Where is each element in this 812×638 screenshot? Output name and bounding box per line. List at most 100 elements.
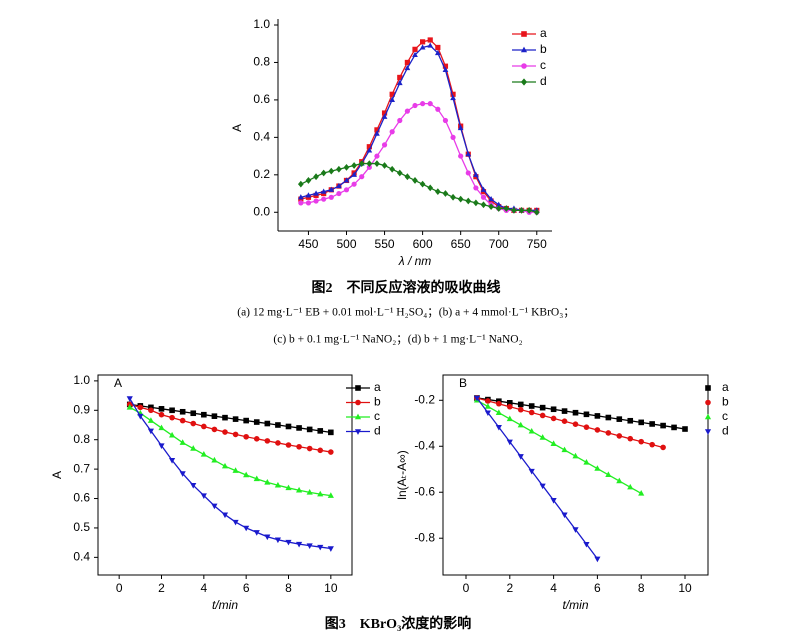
- marker: [389, 91, 395, 97]
- marker: [583, 458, 590, 465]
- marker: [627, 417, 634, 424]
- marker: [450, 91, 456, 97]
- marker: [526, 207, 533, 214]
- marker: [306, 426, 313, 433]
- marker: [572, 421, 579, 427]
- legend-label: d: [722, 424, 729, 438]
- marker: [221, 512, 229, 519]
- marker: [511, 207, 517, 214]
- marker: [528, 409, 535, 416]
- marker: [200, 493, 207, 499]
- legend-marker: [521, 63, 527, 69]
- marker: [336, 182, 342, 189]
- panel-label: B: [459, 376, 467, 390]
- legend-marker: [521, 31, 527, 37]
- marker: [605, 414, 612, 421]
- marker: [434, 49, 441, 56]
- marker: [366, 160, 373, 167]
- marker: [435, 44, 441, 51]
- marker: [550, 498, 557, 504]
- marker: [211, 503, 218, 510]
- marker: [506, 400, 513, 406]
- marker: [374, 160, 380, 167]
- marker: [503, 205, 510, 212]
- marker: [480, 186, 487, 192]
- marker: [374, 127, 380, 133]
- marker: [627, 435, 634, 442]
- marker: [147, 417, 154, 423]
- marker: [343, 163, 350, 171]
- marker: [320, 169, 327, 177]
- marker: [517, 421, 524, 428]
- marker: [660, 444, 666, 451]
- legend-marker: [705, 399, 711, 406]
- marker: [594, 465, 601, 471]
- marker: [328, 429, 334, 436]
- legend-label: a: [722, 380, 729, 394]
- marker: [404, 64, 411, 71]
- y-tick-label: 0.8: [253, 55, 270, 69]
- marker: [317, 490, 324, 497]
- legend-marker: [704, 429, 712, 435]
- marker: [296, 425, 302, 431]
- marker: [243, 471, 250, 478]
- marker: [488, 203, 494, 211]
- marker: [450, 134, 456, 140]
- marker: [412, 102, 418, 109]
- marker: [550, 440, 557, 446]
- marker: [232, 416, 239, 422]
- marker: [381, 162, 388, 169]
- marker: [253, 475, 260, 482]
- legend-marker: [705, 385, 711, 391]
- marker: [450, 193, 456, 201]
- x-tick-label: 650: [451, 237, 471, 251]
- legend-marker: [520, 46, 528, 53]
- marker: [327, 546, 334, 552]
- marker: [190, 410, 197, 417]
- marker: [253, 530, 260, 536]
- x-tick-label: 4: [200, 581, 207, 595]
- marker: [533, 208, 540, 216]
- x-axis-label: λ / nm: [398, 254, 432, 268]
- x-tick-label: 10: [324, 581, 338, 595]
- x-tick-label: 600: [413, 237, 433, 251]
- marker: [550, 415, 557, 422]
- marker: [583, 541, 590, 548]
- marker: [389, 165, 396, 173]
- marker: [190, 420, 197, 427]
- y-axis-label: A: [50, 471, 64, 479]
- series-line: [129, 398, 331, 550]
- marker: [484, 410, 491, 417]
- marker: [517, 406, 524, 413]
- marker: [396, 169, 403, 177]
- marker: [313, 198, 319, 204]
- marker: [232, 431, 239, 438]
- legend-label: d: [540, 74, 547, 88]
- marker: [201, 423, 207, 430]
- marker: [550, 406, 557, 413]
- marker: [561, 418, 568, 425]
- series-line: [129, 406, 331, 497]
- marker: [336, 190, 342, 197]
- x-tick-label: 2: [506, 581, 513, 595]
- marker: [243, 525, 250, 532]
- marker: [222, 429, 228, 435]
- marker: [539, 434, 546, 440]
- marker: [221, 462, 229, 469]
- marker: [264, 420, 271, 427]
- panel-label: A: [114, 376, 122, 390]
- legend-label: b: [540, 42, 547, 56]
- figure-2-note: (a) 12 mg·L⁻¹ EB + 0.01 mol·L⁻¹ H₂SO₄；(b…: [237, 307, 575, 319]
- marker: [627, 483, 634, 490]
- marker: [328, 449, 334, 455]
- marker: [285, 484, 292, 491]
- marker: [381, 142, 388, 148]
- legend-marker: [354, 413, 362, 420]
- marker: [211, 456, 218, 463]
- marker: [412, 46, 418, 52]
- marker: [321, 196, 327, 202]
- marker: [539, 412, 546, 419]
- marker: [419, 180, 426, 188]
- marker: [458, 153, 464, 159]
